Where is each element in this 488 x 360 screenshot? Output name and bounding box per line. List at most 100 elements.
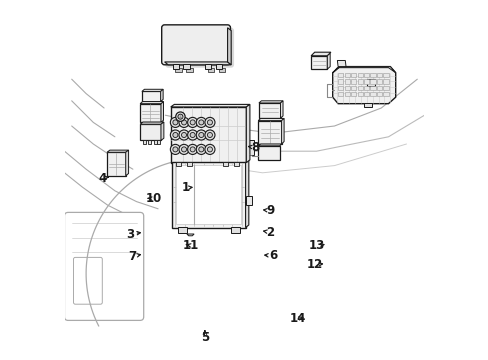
Bar	[176, 165, 241, 224]
Circle shape	[204, 144, 215, 154]
Bar	[140, 124, 161, 140]
Bar	[186, 68, 192, 72]
Text: 3: 3	[126, 228, 134, 240]
Bar	[258, 146, 279, 160]
Polygon shape	[164, 62, 231, 65]
Text: 1: 1	[182, 181, 190, 194]
Polygon shape	[258, 144, 281, 146]
Bar	[223, 162, 228, 166]
Bar	[218, 68, 224, 72]
Polygon shape	[326, 53, 329, 69]
Bar	[245, 196, 251, 205]
Polygon shape	[186, 234, 194, 236]
Bar	[258, 121, 281, 144]
Bar	[140, 104, 161, 122]
Bar	[383, 73, 387, 77]
Polygon shape	[281, 118, 284, 144]
Circle shape	[181, 147, 186, 152]
Bar	[363, 86, 368, 90]
Circle shape	[207, 120, 212, 125]
Bar	[363, 73, 368, 77]
Polygon shape	[332, 67, 395, 73]
Bar	[376, 86, 381, 90]
Circle shape	[181, 132, 186, 138]
Bar	[172, 64, 179, 69]
Circle shape	[170, 117, 180, 127]
Bar	[363, 103, 371, 107]
Bar	[107, 152, 125, 176]
Circle shape	[175, 112, 185, 121]
Circle shape	[179, 144, 189, 154]
Bar	[366, 79, 374, 86]
Bar	[370, 86, 375, 90]
Circle shape	[172, 147, 178, 152]
Bar	[383, 86, 387, 90]
Circle shape	[170, 144, 180, 154]
Text: 11: 11	[183, 239, 199, 252]
Bar	[337, 79, 343, 84]
Bar	[337, 86, 343, 90]
Bar	[176, 162, 181, 166]
Bar	[233, 162, 239, 166]
Bar	[344, 79, 349, 84]
Polygon shape	[170, 104, 249, 107]
Polygon shape	[125, 150, 128, 176]
Text: 13: 13	[308, 239, 324, 252]
Bar	[350, 79, 355, 84]
Bar	[183, 64, 189, 69]
Text: 4: 4	[98, 172, 106, 185]
Text: 8: 8	[251, 141, 259, 154]
Bar	[370, 92, 375, 96]
Bar	[142, 140, 145, 144]
Text: 5: 5	[201, 331, 208, 344]
Circle shape	[207, 132, 212, 138]
Bar	[186, 162, 192, 166]
Circle shape	[199, 147, 203, 152]
Bar	[148, 140, 151, 144]
Bar	[350, 73, 355, 77]
Text: 12: 12	[306, 258, 322, 271]
Circle shape	[199, 132, 203, 138]
Circle shape	[178, 114, 183, 119]
Circle shape	[172, 132, 178, 138]
Circle shape	[172, 120, 178, 125]
Bar	[337, 73, 343, 77]
Bar	[344, 92, 349, 96]
Circle shape	[196, 144, 206, 154]
Bar	[230, 227, 239, 233]
Polygon shape	[227, 28, 231, 65]
Bar	[344, 73, 349, 77]
Bar	[357, 92, 362, 96]
FancyBboxPatch shape	[165, 28, 234, 68]
Circle shape	[179, 130, 189, 140]
Circle shape	[170, 130, 180, 140]
Bar	[383, 79, 387, 84]
Bar	[376, 73, 381, 77]
Bar	[344, 86, 349, 90]
Text: 10: 10	[145, 192, 162, 205]
Bar	[376, 79, 381, 84]
Text: 2: 2	[266, 226, 274, 239]
FancyBboxPatch shape	[64, 212, 143, 320]
Polygon shape	[337, 60, 346, 67]
Bar	[376, 92, 381, 96]
Circle shape	[196, 130, 206, 140]
Polygon shape	[258, 101, 283, 103]
Bar	[370, 79, 375, 84]
Bar	[157, 140, 160, 144]
Circle shape	[181, 120, 186, 125]
Bar	[363, 92, 368, 96]
Polygon shape	[258, 118, 284, 121]
Bar	[258, 103, 280, 118]
Polygon shape	[280, 101, 283, 118]
Circle shape	[187, 144, 197, 154]
Circle shape	[179, 117, 189, 127]
Circle shape	[207, 147, 212, 152]
Text: 6: 6	[268, 249, 277, 262]
FancyBboxPatch shape	[162, 25, 230, 65]
Bar	[142, 91, 160, 102]
Polygon shape	[140, 122, 163, 124]
Circle shape	[204, 130, 215, 140]
Circle shape	[187, 130, 197, 140]
Text: 9: 9	[266, 204, 274, 217]
